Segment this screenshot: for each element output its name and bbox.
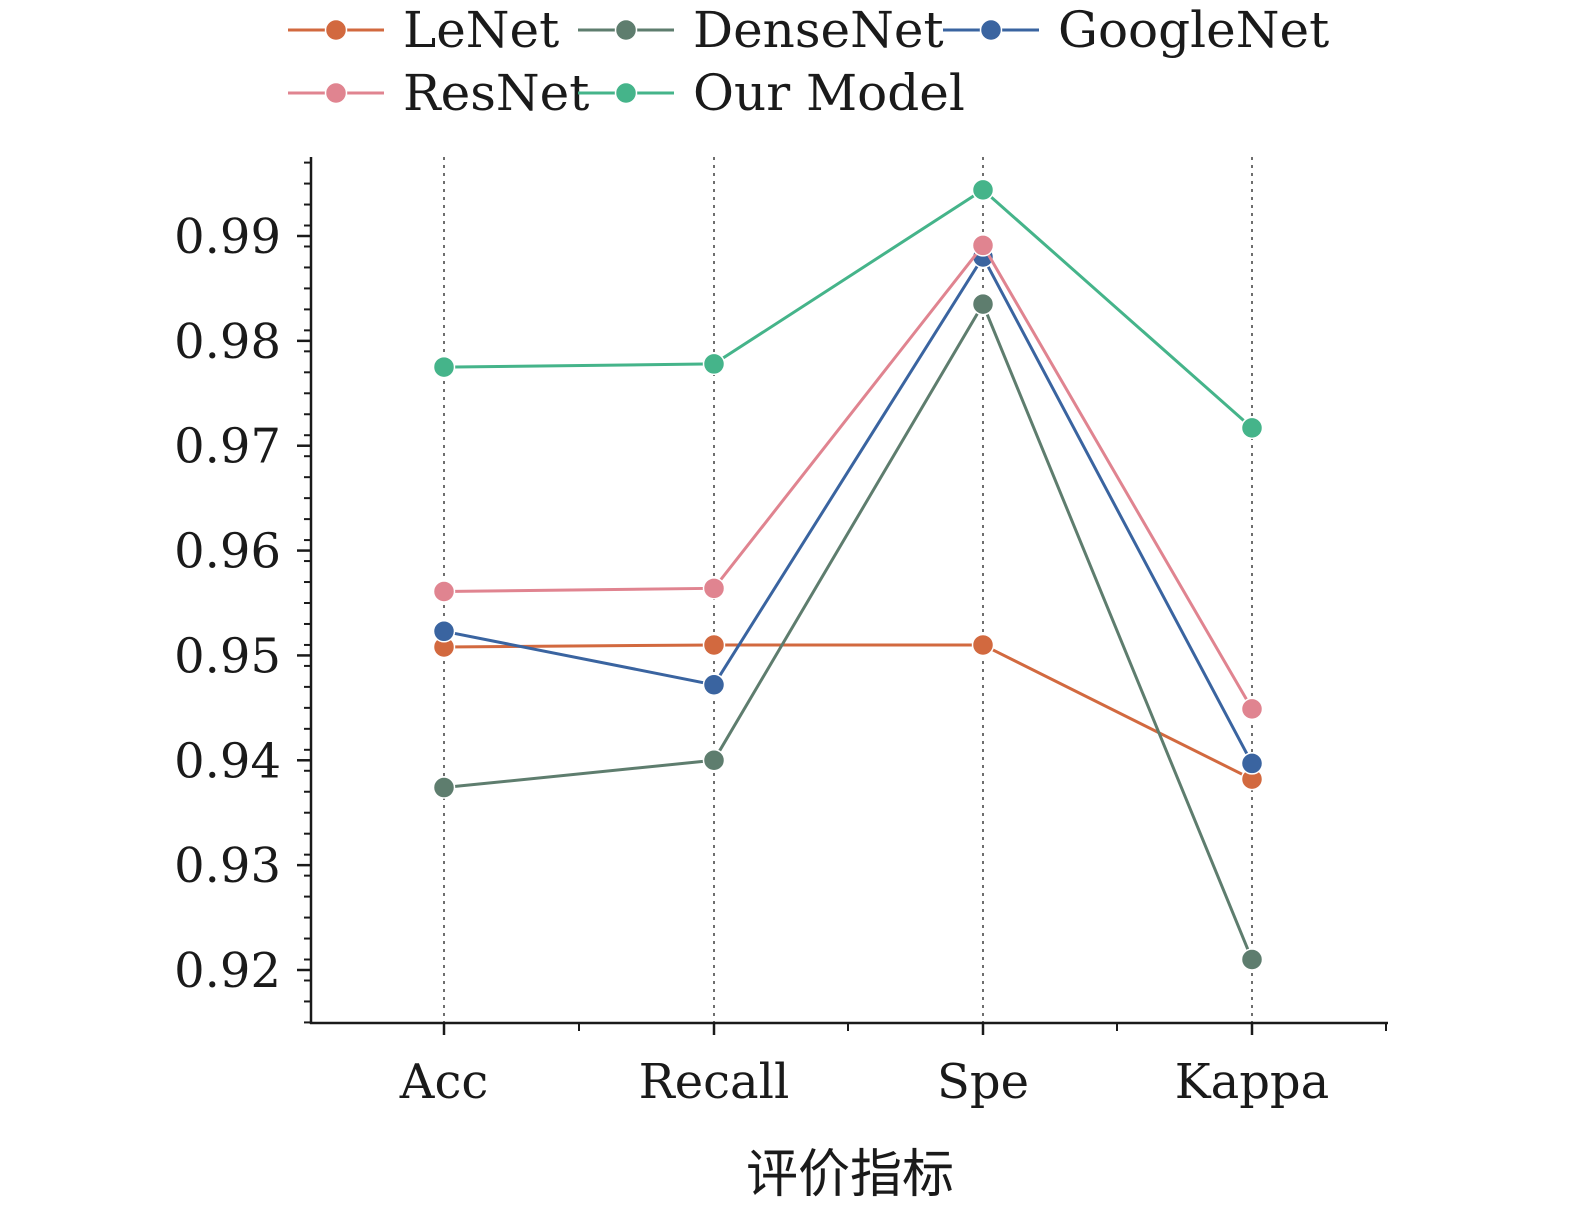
legend-item-googlenet[interactable]: GoogleNet — [943, 1, 1329, 59]
data-point-googlenet-acc[interactable] — [432, 620, 456, 643]
data-point-densenet-recall[interactable] — [702, 749, 726, 772]
series-line-googlenet — [443, 253, 1254, 765]
series-layer — [432, 178, 1264, 971]
data-point-lenet-spe[interactable] — [971, 633, 995, 657]
legend-label: DenseNet — [693, 1, 944, 59]
x-tick-label: Spe — [937, 1054, 1029, 1110]
data-point-resnet-acc[interactable] — [432, 580, 456, 603]
data-point-densenet-acc[interactable] — [432, 776, 456, 799]
x-tick-label: Kappa — [1175, 1054, 1330, 1110]
legend-marker — [614, 81, 638, 105]
data-point-our-model-spe[interactable] — [971, 178, 995, 202]
legend-label: Our Model — [693, 64, 965, 122]
x-axis-title: 评价指标 — [746, 1145, 954, 1205]
series-our-model — [432, 178, 1264, 440]
legend-label: GoogleNet — [1058, 1, 1329, 59]
series-densenet — [432, 292, 1264, 971]
legend-marker — [324, 81, 348, 105]
legend-label: ResNet — [403, 64, 589, 122]
legend-item-resnet[interactable]: ResNet — [288, 64, 589, 122]
data-point-googlenet-kappa[interactable] — [1240, 752, 1264, 775]
data-point-resnet-spe[interactable] — [971, 234, 995, 257]
legend-marker — [979, 18, 1003, 42]
data-point-our-model-acc[interactable] — [432, 355, 456, 379]
data-point-our-model-recall[interactable] — [702, 352, 726, 376]
data-point-densenet-kappa[interactable] — [1240, 948, 1264, 971]
series-line-lenet — [443, 643, 1253, 781]
series-line-our-model — [443, 187, 1253, 430]
series-googlenet — [432, 245, 1264, 775]
y-tick-label: 0.93 — [174, 838, 281, 894]
series-line-resnet — [443, 242, 1254, 710]
data-point-our-model-kappa[interactable] — [1240, 416, 1264, 440]
y-tick-label: 0.92 — [174, 943, 281, 999]
x-tick-label: Acc — [399, 1054, 488, 1110]
legend-item-lenet[interactable]: LeNet — [288, 1, 559, 59]
data-point-resnet-kappa[interactable] — [1240, 697, 1264, 721]
legend-marker — [614, 18, 638, 42]
legend-marker — [324, 18, 348, 42]
data-point-resnet-recall[interactable] — [702, 577, 726, 600]
y-tick-label: 0.97 — [174, 419, 281, 475]
axes-layer: 0.92 0.93 0.94 0.95 0.96 0.97 0.98 0.99 Acc Recal… — [174, 157, 1388, 1110]
y-tick-label: 0.96 — [174, 524, 281, 580]
data-point-densenet-spe[interactable] — [971, 292, 995, 316]
series-resnet — [432, 234, 1264, 721]
x-tick-label: Recall — [639, 1054, 790, 1110]
legend-item-densenet[interactable]: DenseNet — [578, 1, 944, 59]
y-tick-label: 0.94 — [174, 733, 281, 789]
y-tick-label: 0.99 — [174, 209, 281, 265]
legend: LeNet DenseNet GoogleNet ResNet Our Model — [288, 1, 1329, 122]
y-tick-label: 0.95 — [174, 628, 281, 684]
data-point-googlenet-recall[interactable] — [702, 673, 726, 697]
legend-item-our-model[interactable]: Our Model — [578, 64, 965, 122]
legend-label: LeNet — [403, 1, 559, 59]
series-line-densenet — [443, 300, 1254, 961]
data-point-lenet-recall[interactable] — [702, 633, 726, 657]
y-tick-label: 0.98 — [174, 314, 281, 370]
series-lenet — [432, 633, 1264, 791]
